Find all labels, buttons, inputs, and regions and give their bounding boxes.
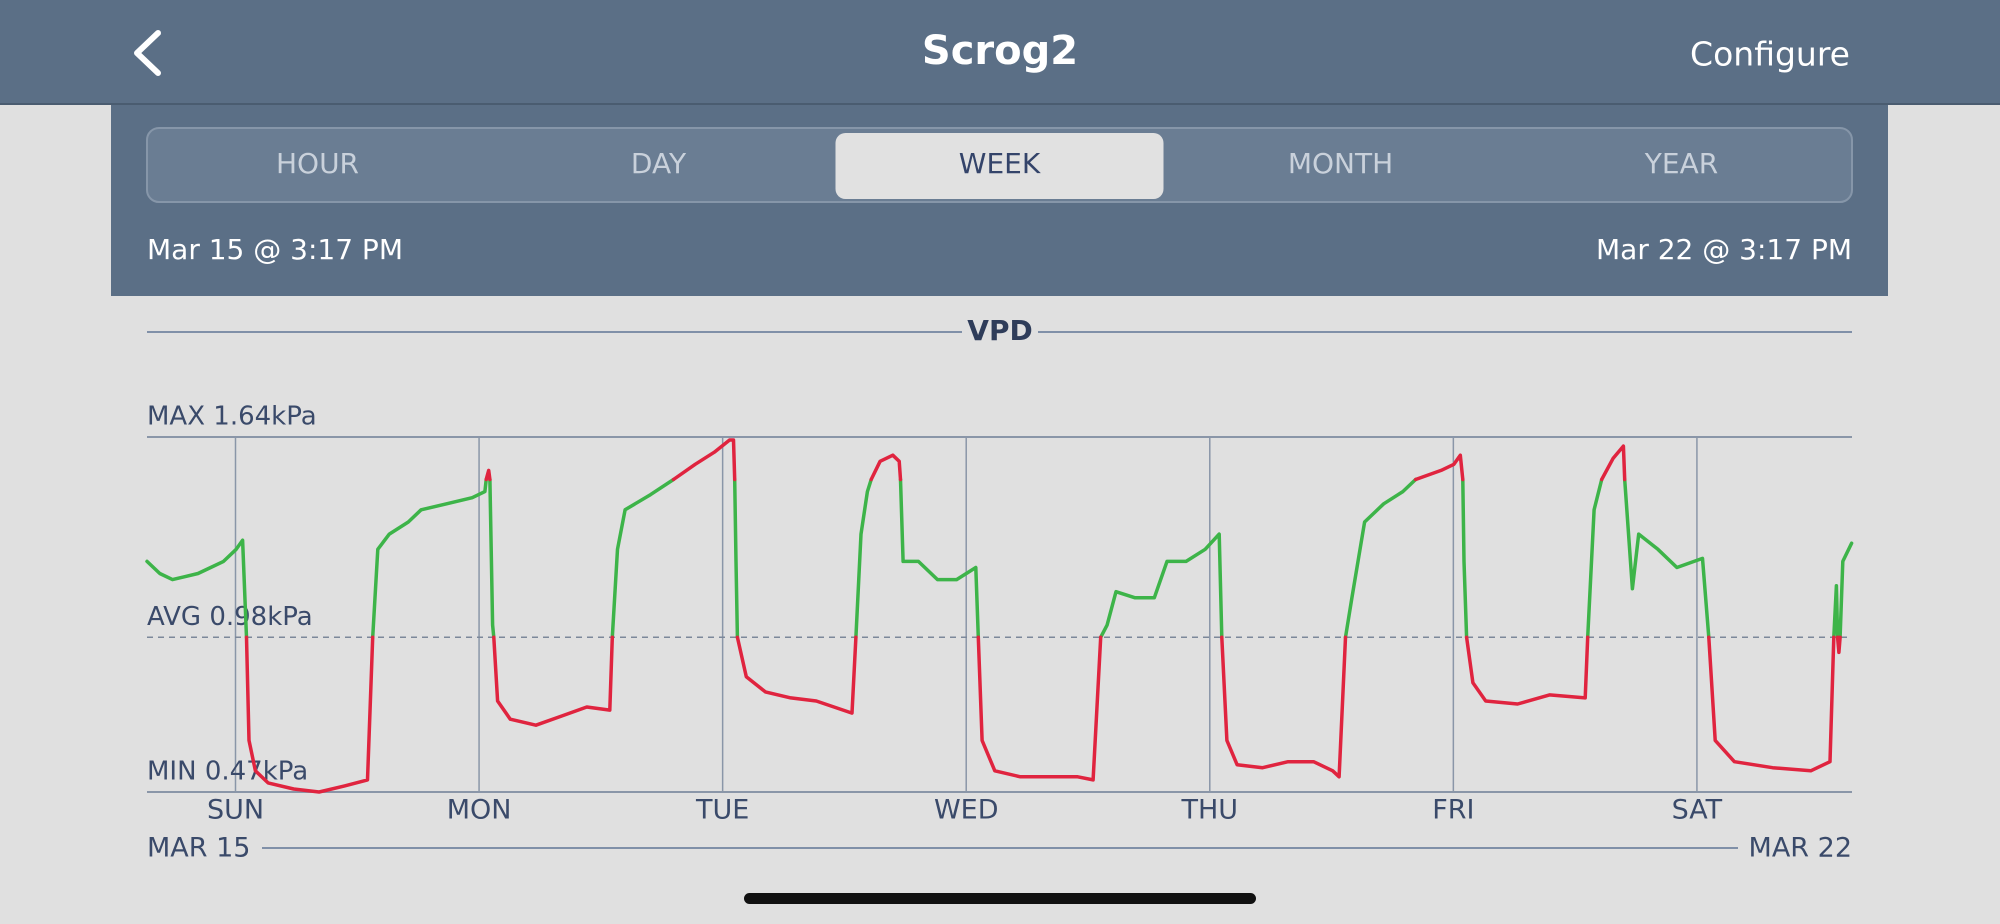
x-tick-label: THU [1181, 795, 1239, 826]
home-indicator [744, 893, 1256, 904]
x-tick-label: FRI [1432, 795, 1474, 826]
data-line [145, 477, 1854, 640]
x-tick-label: SAT [1672, 795, 1723, 826]
tab[interactable]: WEEK [959, 147, 1041, 180]
tab[interactable]: HOUR [276, 147, 359, 180]
y-tick-label: AVG 0.98kPa [147, 602, 313, 632]
x-tick-label: SUN [207, 795, 264, 826]
range-end: Mar 22 @ 3:17 PM [1596, 233, 1852, 266]
data-line [244, 438, 1842, 794]
x-tick-label: WED [934, 795, 999, 826]
tab[interactable]: YEAR [1644, 147, 1718, 180]
y-tick-label: MIN 0.47kPa [147, 757, 308, 787]
range-end-label: MAR 22 [1749, 833, 1852, 864]
x-tick-label: TUE [695, 795, 749, 826]
nav-bar [0, 0, 2000, 105]
chart-title: VPD [967, 314, 1032, 347]
tab-group: HOUR DAY WEEK MONTH YEAR [276, 133, 1718, 199]
tab[interactable]: MONTH [1288, 147, 1393, 180]
configure-button[interactable]: Configure [1690, 35, 1850, 74]
tab[interactable]: DAY [631, 147, 687, 180]
chart: SUN MON TUE WED THU FRI SAT MAX 1.64kPa AVG 0.98… [145, 402, 1854, 826]
tab-selected-bg [835, 133, 1164, 199]
x-tick-label: MON [447, 795, 512, 826]
y-tick-label: MAX 1.64kPa [147, 402, 317, 432]
screen-title: Scrog2 [922, 28, 1078, 74]
range-start: Mar 15 @ 3:17 PM [147, 233, 403, 266]
range-start-label: MAR 15 [147, 833, 250, 864]
back-button[interactable] [134, 30, 161, 76]
